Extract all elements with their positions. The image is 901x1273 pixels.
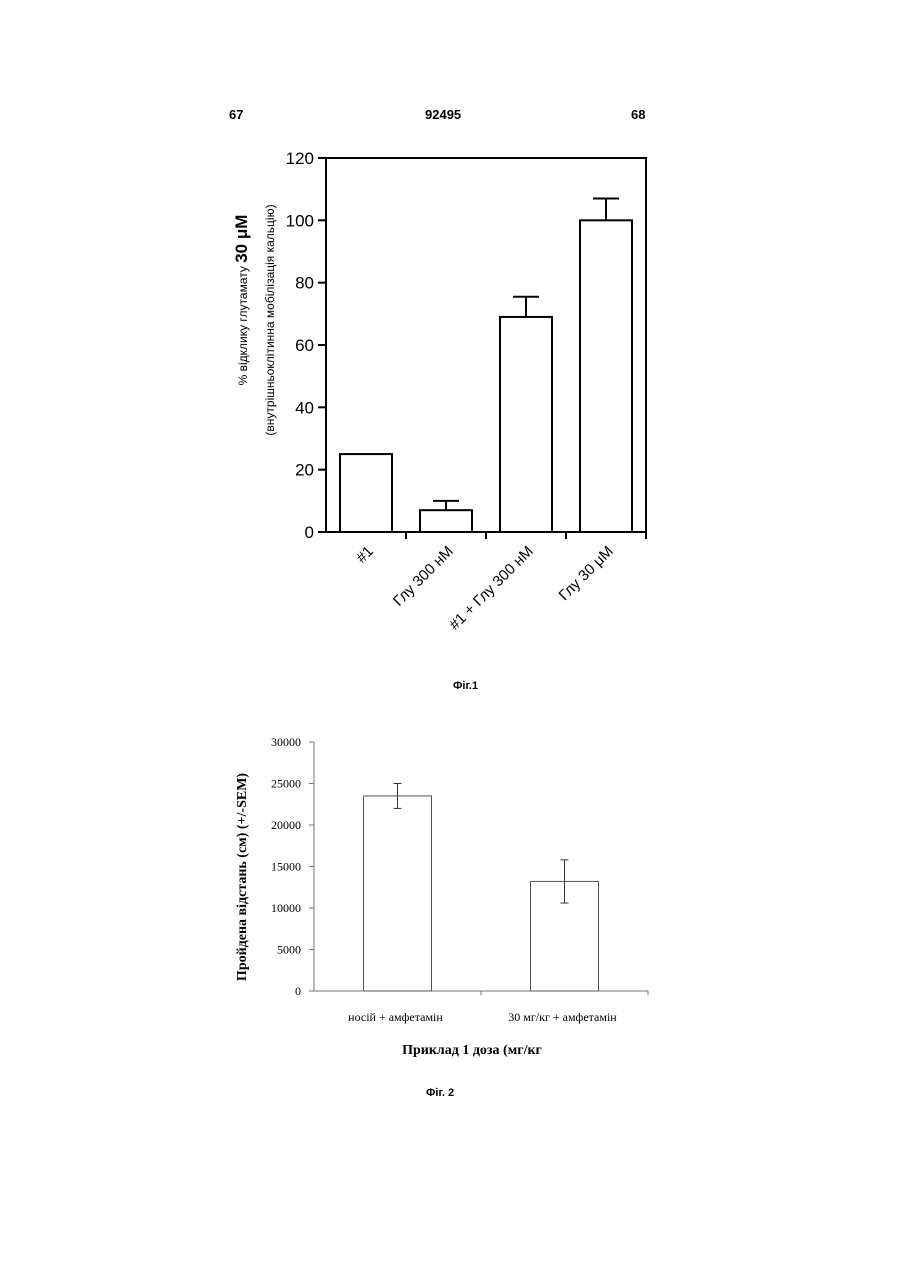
y-tick-label: 10000 xyxy=(271,901,301,915)
figure-2-caption: Фіг. 2 xyxy=(426,1087,454,1099)
y-tick-label: 30000 xyxy=(271,735,301,749)
bar xyxy=(364,796,432,991)
y-tick-label: 5000 xyxy=(277,943,301,957)
x-category-label: 30 мг/кг + амфетамін xyxy=(508,1010,617,1024)
figure-1-caption: Фіг.1 xyxy=(453,680,478,692)
y-tick-label: 20000 xyxy=(271,818,301,832)
y-axis-label: Пройдена відстань (см) (+/-SEM) xyxy=(235,773,250,981)
y-tick-label: 15000 xyxy=(271,860,301,874)
y-tick-label: 0 xyxy=(295,984,301,998)
chart-2: 0 5000 10000 15000 20000 25000 30000 носій + ам… xyxy=(0,0,901,1273)
y-tick-label: 25000 xyxy=(271,777,301,791)
x-category-label: носій + амфетамін xyxy=(348,1010,443,1024)
x-axis-label: Приклад 1 доза (мг/кг xyxy=(402,1043,542,1058)
